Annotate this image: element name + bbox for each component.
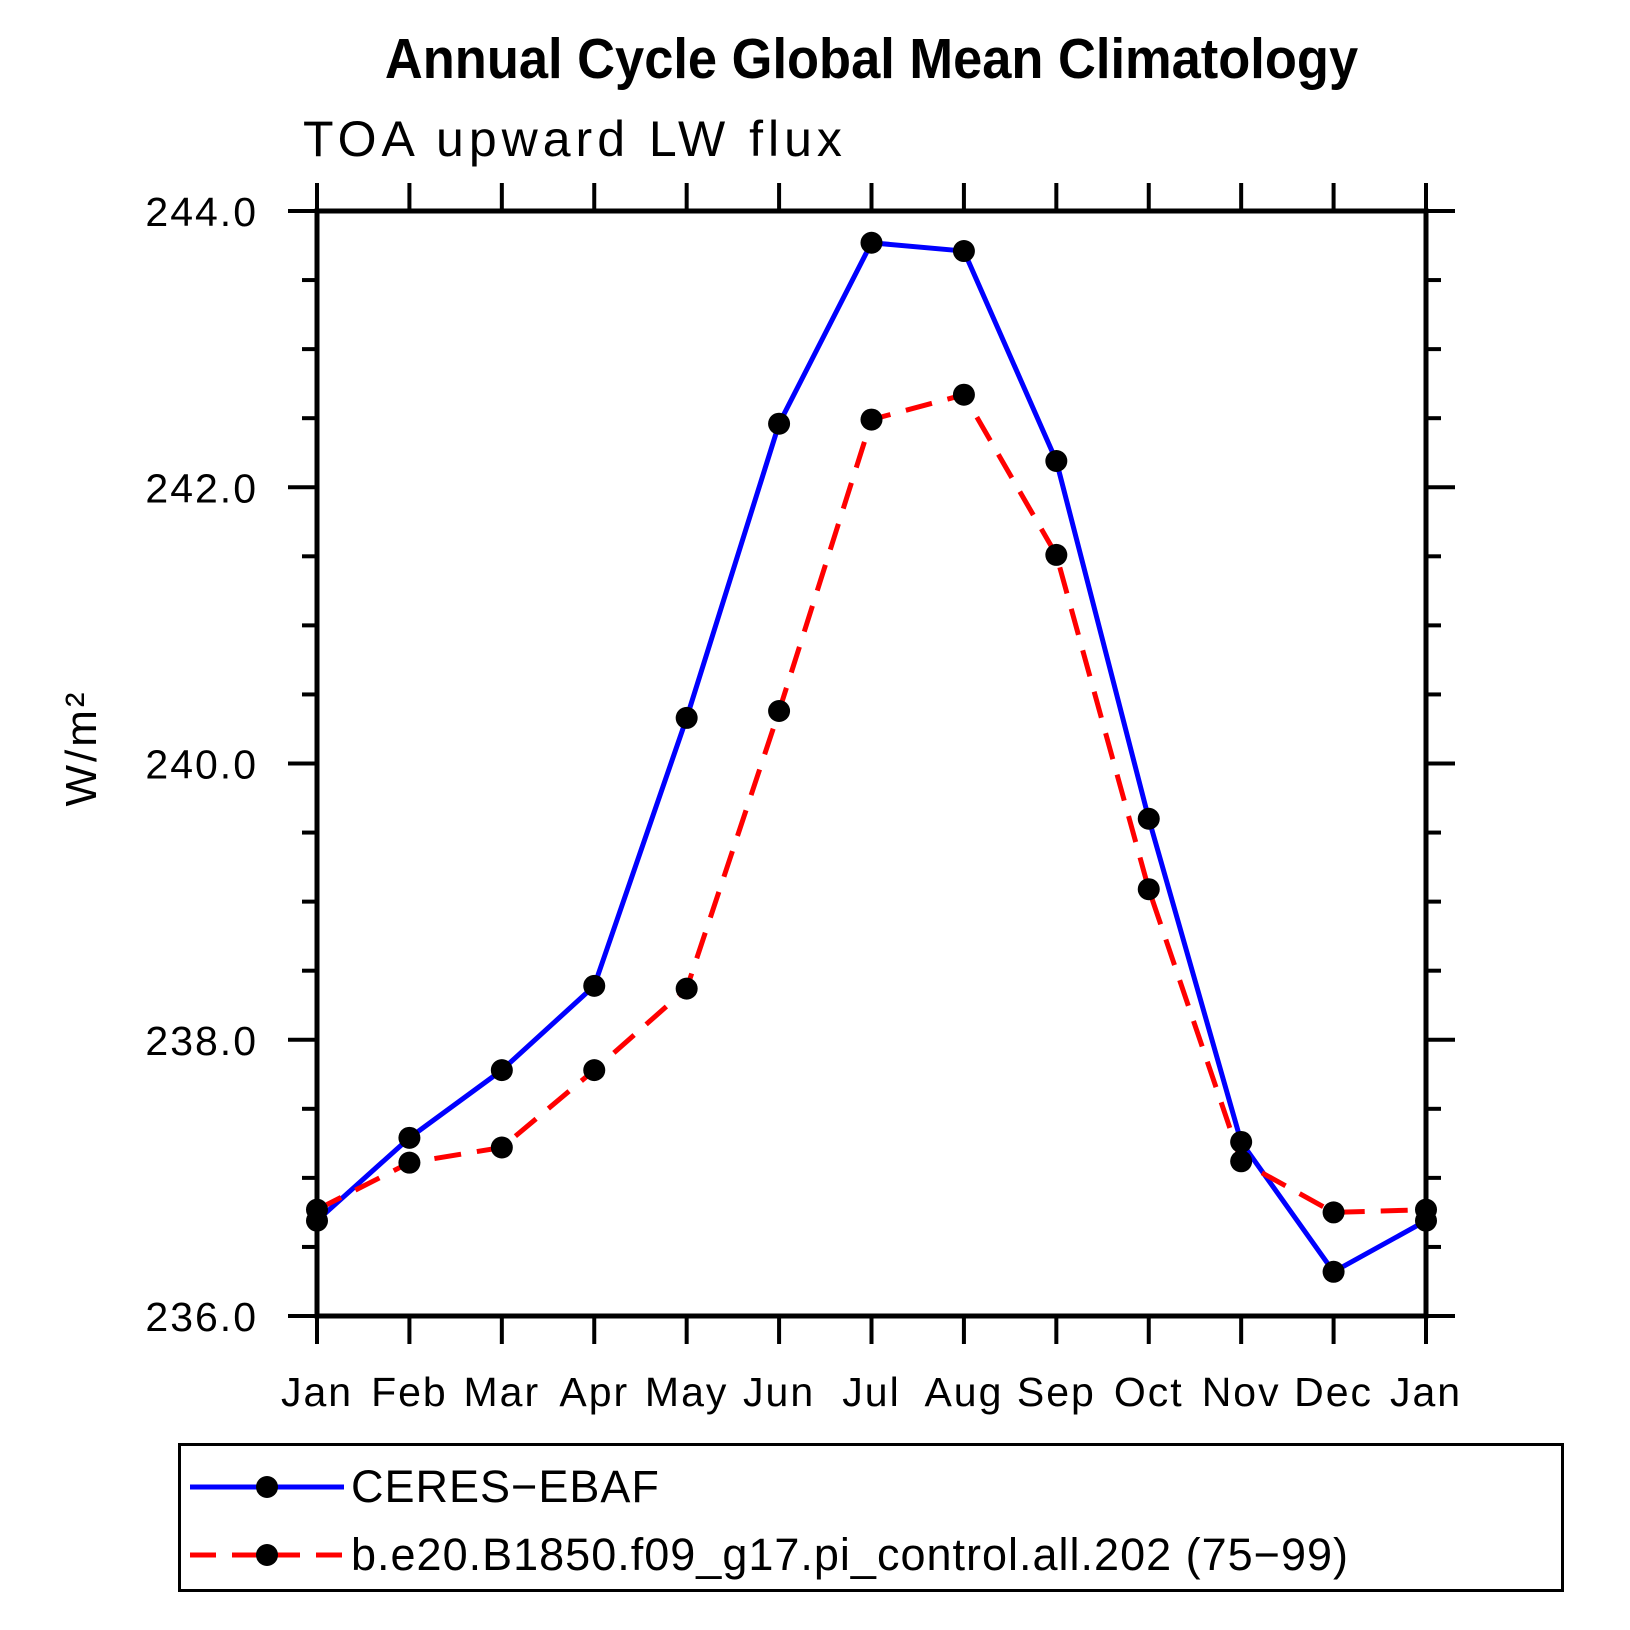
chart-title: Annual Cycle Global Mean Climatology	[384, 27, 1359, 91]
x-tick-label: Dec	[1294, 1369, 1373, 1415]
x-tick-label: Mar	[464, 1369, 541, 1415]
y-tick-label: 242.0	[145, 465, 258, 511]
data-point-dot	[860, 231, 883, 254]
data-point-dot	[1045, 450, 1068, 473]
legend-label-model: b.e20.B1850.f09_g17.pi_control.all.202 (…	[351, 1529, 1349, 1580]
x-tick-label: Jun	[743, 1369, 815, 1415]
data-point-dot	[398, 1126, 421, 1149]
data-point-dot	[675, 706, 698, 729]
data-point-dot	[675, 977, 698, 1000]
x-tick-label: Jan	[1390, 1369, 1462, 1415]
x-tick-label: Oct	[1114, 1369, 1184, 1415]
legend-box: CERES−EBAF b.e20.B1850.f09_g17.pi_contro…	[178, 1443, 1564, 1592]
x-tick-label: May	[645, 1369, 728, 1415]
chart-subtitle: TOA upward LW flux	[303, 111, 847, 167]
legend-label-ceres: CERES−EBAF	[351, 1461, 660, 1512]
y-tick-label: 240.0	[145, 742, 258, 788]
data-point-dot	[1045, 543, 1068, 566]
x-tick-label: Sep	[1017, 1369, 1096, 1415]
data-point-dot	[490, 1136, 513, 1159]
legend-marker-dot	[256, 1544, 278, 1566]
data-point-dot	[1230, 1130, 1253, 1153]
data-point-dot	[768, 700, 791, 723]
legend-marker-dot	[256, 1476, 278, 1498]
series-line-0	[315, 240, 1428, 1276]
data-point-dot	[860, 408, 883, 431]
data-point-dot	[583, 974, 606, 997]
data-point-dot	[583, 1059, 606, 1082]
y-tick-label: 238.0	[145, 1018, 258, 1064]
data-point-dot	[1230, 1150, 1253, 1173]
x-tick-label: Feb	[371, 1369, 448, 1415]
x-tick-label: Nov	[1202, 1369, 1281, 1415]
x-tick-label: Jul	[842, 1369, 900, 1415]
y-tick-label: 244.0	[145, 189, 258, 235]
x-tick-label: Jan	[281, 1369, 353, 1415]
data-point-dot	[1137, 807, 1160, 830]
legend-swatch-blue-solid	[190, 1476, 344, 1498]
x-tick-label: Apr	[559, 1369, 629, 1415]
series-line-1	[315, 391, 1427, 1215]
legend-swatch-red-dashed	[190, 1544, 344, 1566]
data-point-dot	[768, 412, 791, 435]
y-tick-label: 236.0	[145, 1294, 258, 1340]
x-tick-label: Aug	[924, 1369, 1003, 1415]
data-point-dot	[1415, 1198, 1437, 1221]
data-point-dot	[398, 1151, 421, 1174]
data-point-dot	[490, 1059, 513, 1082]
data-point-dot	[306, 1198, 328, 1221]
data-point-dot	[952, 383, 975, 406]
data-point-dot	[952, 240, 975, 263]
data-point-dot	[1322, 1260, 1345, 1283]
data-point-dot	[1137, 878, 1160, 901]
data-point-dot	[1322, 1201, 1345, 1224]
